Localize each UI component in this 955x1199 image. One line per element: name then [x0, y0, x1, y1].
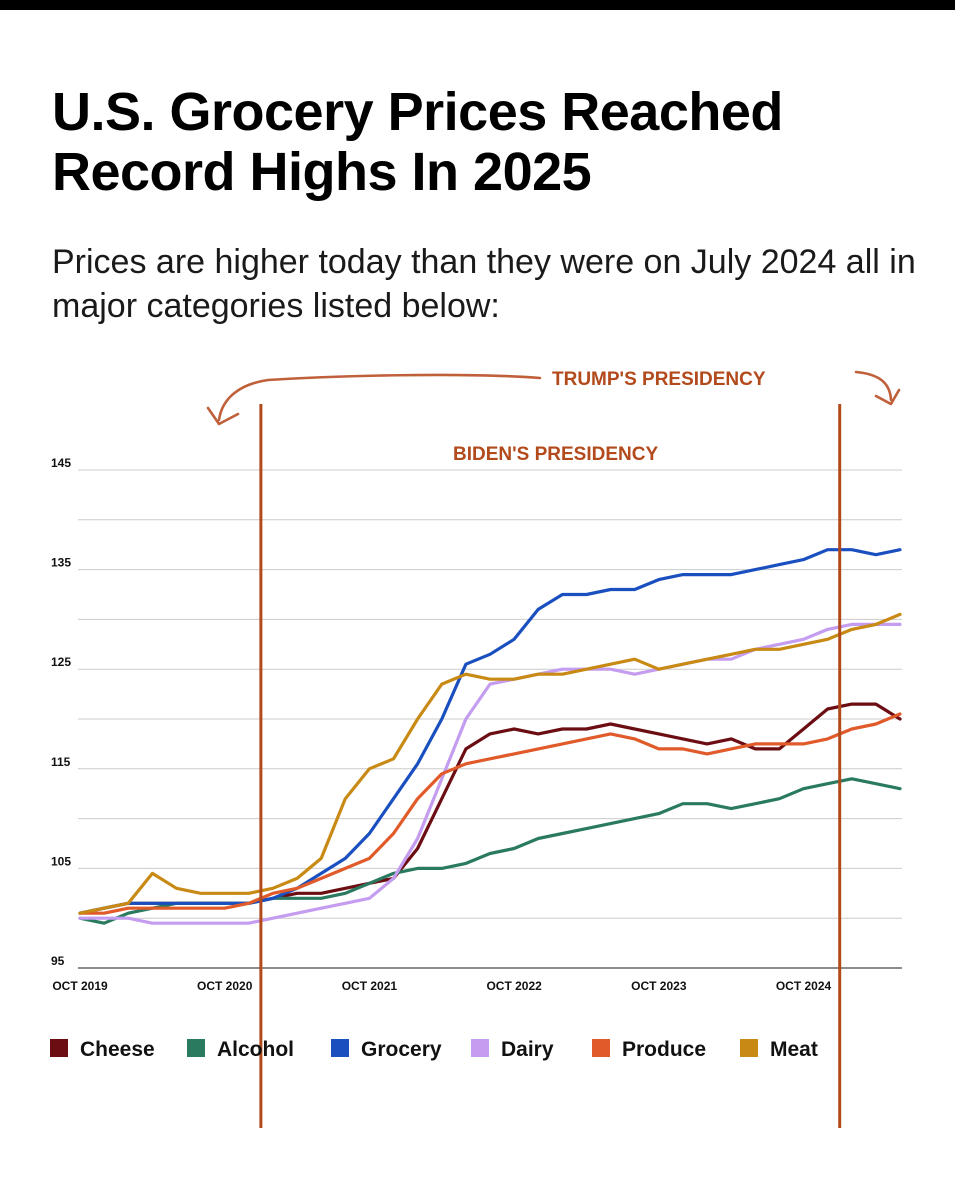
x-tick-label: OCT 2019 [52, 979, 108, 993]
series-line-grocery [78, 548, 902, 915]
chart-title: U.S. Grocery Prices Reached Record Highs… [52, 82, 783, 202]
legend: Cheese Alcohol Grocery Dairy Produce Meat [50, 1038, 818, 1061]
legend-label-produce: Produce [622, 1038, 706, 1061]
x-tick-label: OCT 2020 [197, 979, 253, 993]
y-tick-label: 115 [51, 755, 71, 769]
gridlines [78, 469, 902, 969]
biden-presidency-label: BIDEN'S PRESIDENCY [453, 444, 658, 465]
chart-subtitle: Prices are higher today than they were o… [52, 243, 916, 325]
legend-swatch-dairy [471, 1039, 489, 1057]
y-tick-label: 135 [51, 556, 71, 570]
series-lines [78, 548, 902, 925]
y-tick-label: 105 [51, 854, 71, 868]
x-axis-ticks: OCT 2019 OCT 2020 OCT 2021 OCT 2022 OCT 2023… [52, 979, 831, 993]
x-tick-label: OCT 2022 [486, 979, 542, 993]
legend-swatch-cheese [50, 1039, 68, 1057]
legend-label-cheese: Cheese [80, 1038, 155, 1061]
top-bar [0, 0, 955, 10]
legend-swatch-meat [740, 1039, 758, 1057]
legend-label-dairy: Dairy [501, 1038, 554, 1061]
series-line-meat [78, 612, 902, 915]
trump-arrow-left-curve [217, 373, 542, 422]
y-tick-label: 95 [51, 954, 65, 968]
trump-presidency-label: TRUMP'S PRESIDENCY [552, 369, 766, 390]
legend-swatch-alcohol [187, 1039, 205, 1057]
legend-swatch-produce [592, 1039, 610, 1057]
series-line-dairy [78, 622, 902, 925]
x-tick-label: OCT 2021 [342, 979, 398, 993]
trump-arrow-right-head [874, 388, 901, 406]
series-line-cheese [78, 702, 902, 915]
trump-arrow-right-curve [854, 370, 893, 402]
y-tick-label: 125 [51, 655, 71, 669]
y-tick-label: 145 [51, 456, 71, 470]
x-tick-label: OCT 2023 [631, 979, 687, 993]
legend-label-grocery: Grocery [361, 1038, 442, 1061]
trump-arrow-left-head [206, 406, 240, 426]
series-line-alcohol [78, 777, 902, 925]
y-axis-ticks: 95 105 115 125 135 145 [51, 456, 71, 968]
legend-label-meat: Meat [770, 1038, 818, 1061]
series-line-produce [78, 712, 902, 915]
x-tick-label: OCT 2024 [776, 979, 832, 993]
legend-label-alcohol: Alcohol [217, 1038, 294, 1061]
legend-swatch-grocery [331, 1039, 349, 1057]
